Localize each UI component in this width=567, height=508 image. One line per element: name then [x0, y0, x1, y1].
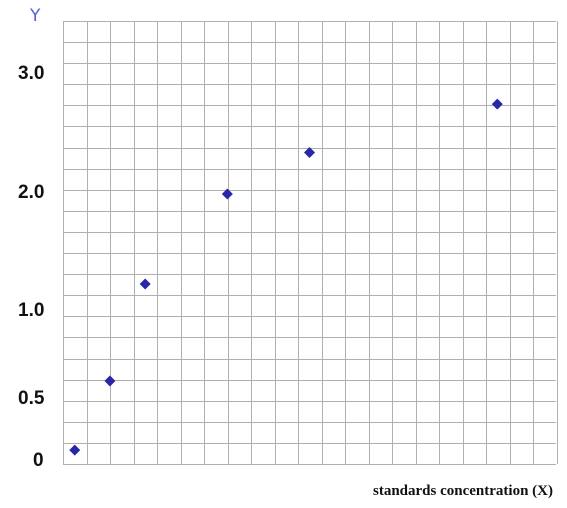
data-point — [221, 188, 233, 200]
y-axis-label: Y — [29, 6, 41, 26]
data-point — [104, 375, 116, 387]
data-point — [139, 278, 151, 290]
grid — [63, 21, 558, 465]
data-point — [491, 98, 503, 110]
y-tick-labels: 3.0 2.0 1.0 0.5 0 — [18, 63, 45, 471]
data-points — [69, 98, 503, 456]
data-point — [304, 147, 315, 159]
y-tick-label: 0.5 — [18, 388, 45, 409]
y-tick-label: 2.0 — [18, 182, 44, 203]
y-tick-label: 1.0 — [18, 300, 44, 321]
y-tick-label: 3.0 — [18, 63, 44, 84]
y-tick-label: 0 — [33, 450, 44, 471]
data-point — [69, 444, 81, 456]
x-axis-label: standards concentration (X) — [373, 483, 553, 499]
